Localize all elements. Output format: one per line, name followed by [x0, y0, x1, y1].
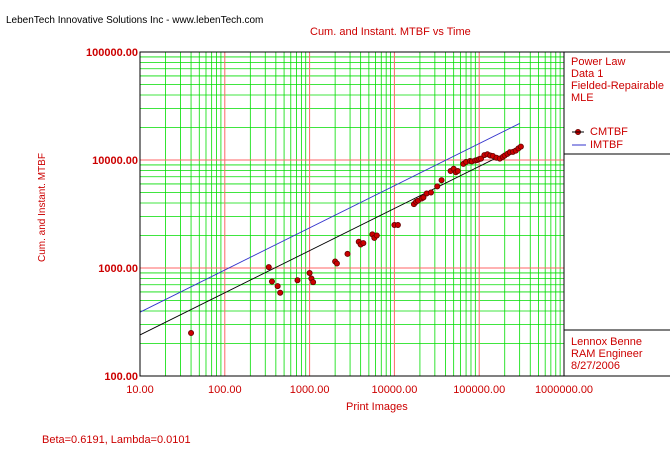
data-point	[438, 177, 445, 184]
data-point	[265, 264, 272, 271]
legend-data-set: Data 1	[571, 68, 604, 80]
grid	[139, 51, 565, 377]
legend-header: Power Law Data 1 Fielded-Repairable MLE	[571, 56, 670, 104]
legend-frame	[563, 51, 670, 377]
x-tick-label: 10.00	[126, 384, 154, 396]
fit-lines	[139, 123, 520, 336]
plot-area-background	[140, 52, 564, 376]
data-point	[333, 260, 340, 267]
y-tick-label: 1000.00	[98, 263, 138, 275]
x-tick-label: 100.00	[208, 384, 242, 396]
data-point	[344, 250, 351, 257]
y-tick-label: 10000.00	[92, 155, 138, 167]
signature-date: 8/27/2006	[571, 360, 620, 372]
data-point	[373, 232, 380, 239]
data-points	[188, 143, 524, 337]
data-point	[274, 283, 281, 290]
data-point	[277, 289, 284, 296]
data-point	[454, 168, 461, 175]
x-tick-label: 10000.00	[371, 384, 417, 396]
data-point	[188, 330, 195, 337]
data-point	[477, 155, 484, 162]
y-axis-label: Cum. and Instant. MTBF	[37, 153, 48, 262]
legend-method: MLE	[571, 92, 594, 104]
x-tick-label: 1000000.00	[535, 384, 593, 396]
company-header: LebenTech Innovative Solutions Inc - www…	[6, 15, 264, 26]
legend-data-type: Fielded-Repairable	[571, 80, 664, 92]
data-point	[434, 183, 441, 190]
tick-labels: 10.00 100.00 1000.00 10000.00 100000.00 10000…	[86, 47, 593, 396]
data-point	[310, 279, 317, 286]
data-point	[427, 189, 434, 196]
data-point	[517, 143, 524, 150]
data-point	[268, 278, 275, 285]
x-axis-label: Print Images	[346, 401, 408, 413]
data-point	[294, 277, 301, 284]
y-tick-label: 100.00	[104, 371, 138, 383]
data-point	[306, 269, 313, 276]
signature-block: Lennox Benne RAM Engineer 8/27/2006	[571, 336, 670, 372]
signature-name: Lennox Benne	[571, 336, 642, 348]
data-point	[360, 240, 367, 247]
legend-entry-cmtbf: CMTBF	[590, 126, 628, 138]
data-point	[420, 194, 427, 201]
y-tick-label: 100000.00	[86, 47, 138, 59]
cmtbf-fit-line	[139, 145, 520, 336]
legend-model: Power Law	[571, 56, 626, 68]
x-tick-label: 1000.00	[290, 384, 330, 396]
signature-role: RAM Engineer	[571, 348, 643, 360]
legend-entry-imtbf: IMTBF	[590, 139, 623, 151]
data-point	[394, 222, 401, 229]
chart-title: Cum. and Instant. MTBF vs Time	[310, 26, 471, 38]
x-tick-label: 100000.00	[453, 384, 505, 396]
parameter-footer: Beta=0.6191, Lambda=0.0101	[42, 434, 191, 446]
imtbf-fit-line	[139, 123, 520, 313]
